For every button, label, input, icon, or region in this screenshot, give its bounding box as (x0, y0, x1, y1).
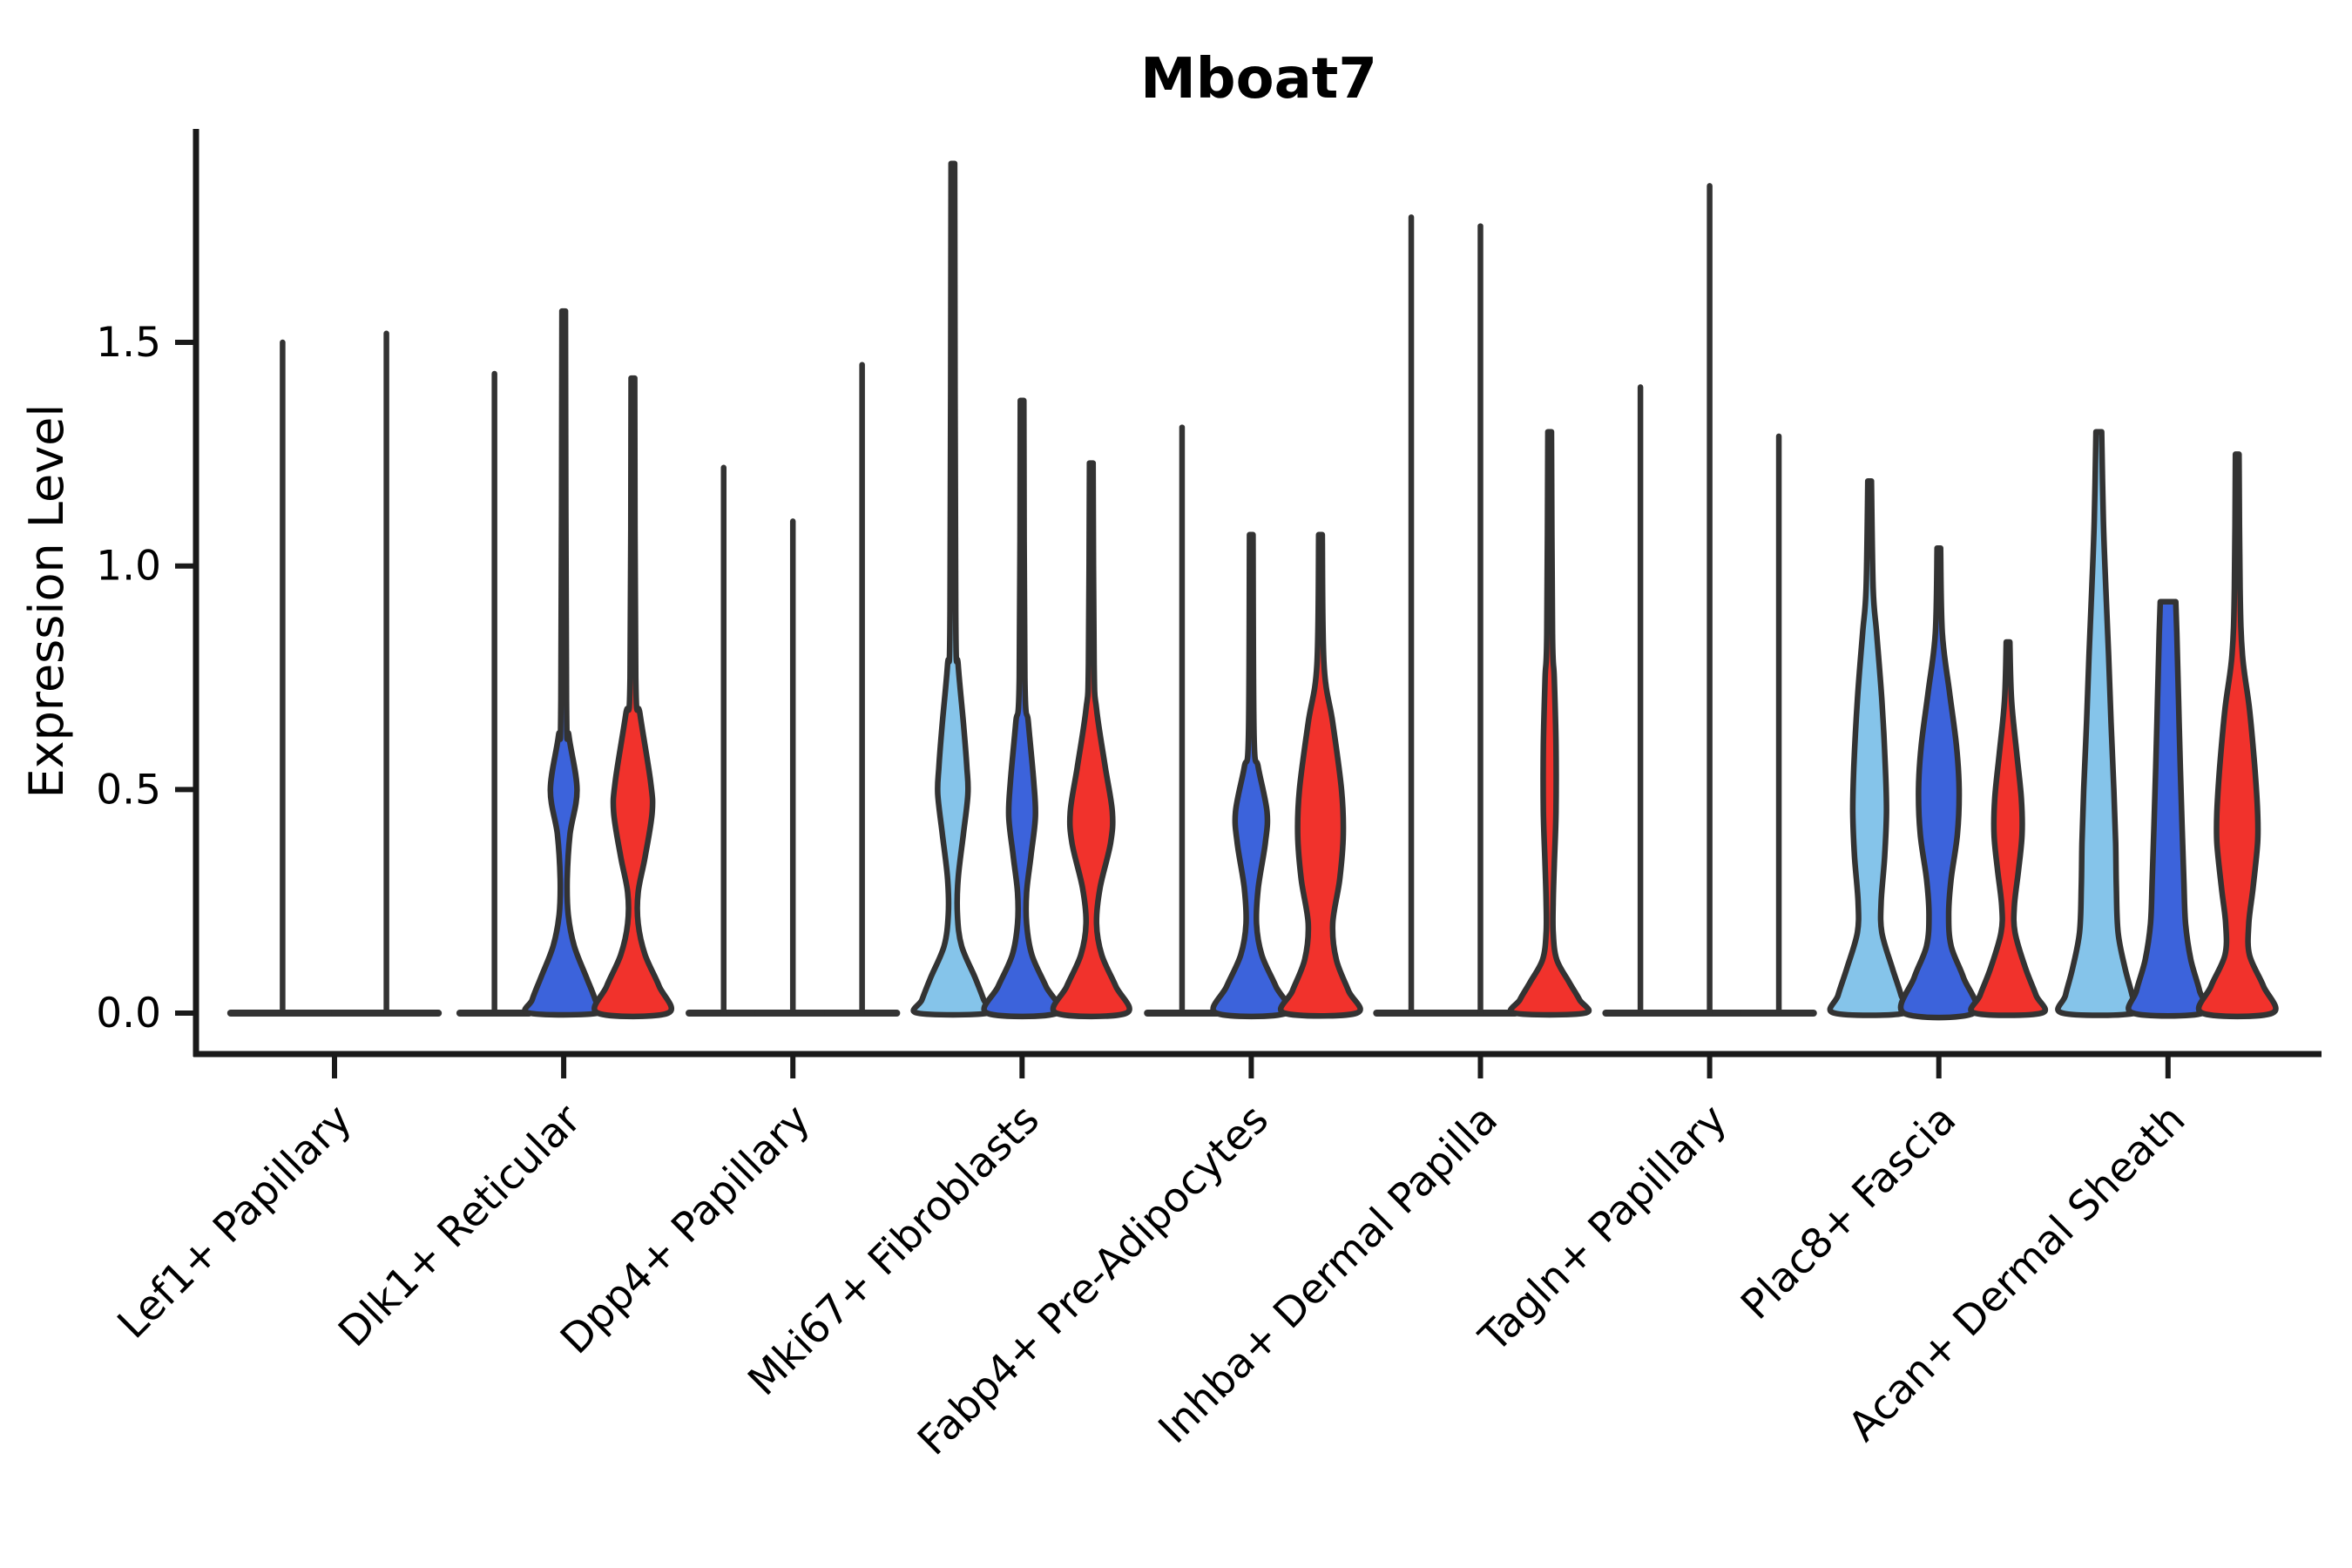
violin-4-dark_blue (1210, 531, 1293, 1020)
violin-3-light_blue (910, 160, 996, 1018)
violin-8-red (2195, 451, 2279, 1020)
chart-title: Mboat7 (1140, 47, 1377, 112)
y-tick-label-3: 1.5 (96, 319, 161, 367)
violin-8-light_blue (2055, 429, 2143, 1018)
y-tick-label-0: 0.0 (96, 990, 161, 1037)
x-tick-label-7: Plac8+ Fascia (1732, 1096, 1965, 1329)
violin-7-light_blue (1827, 477, 1912, 1018)
violin-3-dark_blue (981, 397, 1064, 1020)
y-tick-label-1: 0.5 (96, 766, 161, 814)
x-tick-label-6: Tagln+ Papillary (1470, 1096, 1736, 1362)
y-tick-label-2: 1.0 (96, 543, 161, 591)
violin-7-dark_blue (1897, 544, 1980, 1021)
violin-1-dark_blue (522, 308, 605, 1018)
x-tick-label-0: Lef1+ Papillary (109, 1096, 362, 1348)
y-axis-label: Expression Level (19, 404, 74, 799)
violin-1-red (591, 375, 674, 1020)
x-tick-label-2: Dpp4+ Papillary (551, 1096, 820, 1364)
violin-5-red (1507, 429, 1592, 1018)
violin-3-red (1050, 460, 1132, 1020)
violin-8-dark_blue (2126, 598, 2211, 1019)
x-tick-label-1: Dlk1+ Reticular (329, 1095, 591, 1356)
violin-7-red (1968, 639, 2049, 1018)
violins-layer (226, 160, 2279, 1021)
violin-4-red (1277, 531, 1363, 1019)
